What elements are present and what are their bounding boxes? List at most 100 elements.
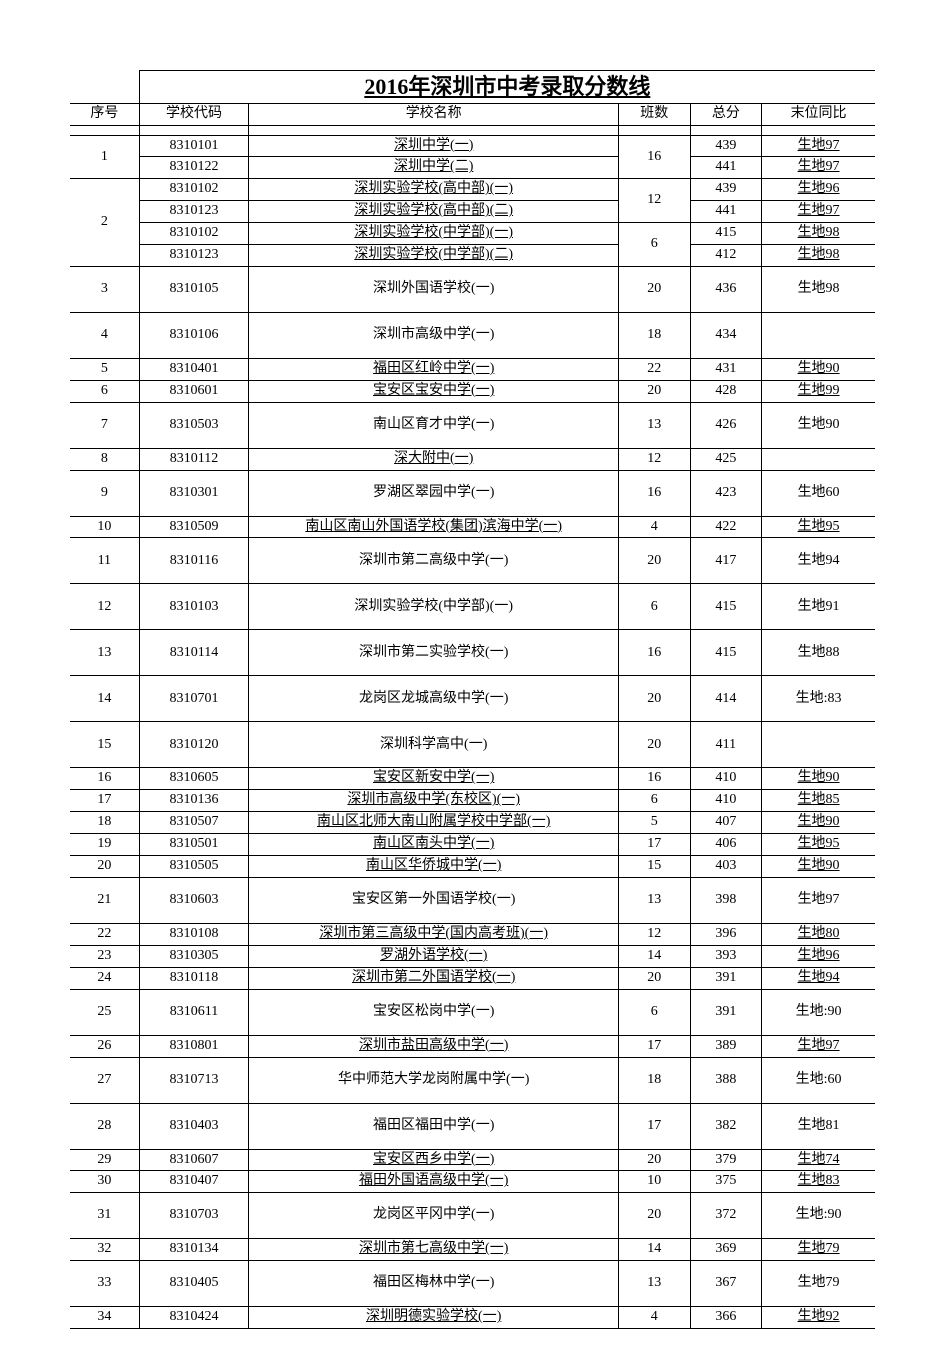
gap-cell	[70, 125, 139, 135]
cell-note: 生地:90	[762, 989, 875, 1035]
cell-score: 369	[690, 1239, 762, 1261]
cell-seq: 17	[70, 790, 139, 812]
cell-note: 生地99	[762, 380, 875, 402]
cell-score: 379	[690, 1149, 762, 1171]
table-row: 218310603宝安区第一外国语学校(一)13398生地97	[70, 877, 875, 923]
cell-class: 5	[619, 812, 691, 834]
cell-note: 生地90	[762, 812, 875, 834]
cell-score: 441	[690, 157, 762, 179]
cell-school-name: 深圳实验学校(中学部)(一)	[249, 584, 619, 630]
cell-seq: 34	[70, 1307, 139, 1329]
cell-score: 393	[690, 945, 762, 967]
cell-score: 406	[690, 834, 762, 856]
cell-class: 13	[619, 402, 691, 448]
cell-note	[762, 722, 875, 768]
cell-note: 生地97	[762, 135, 875, 157]
cell-score: 439	[690, 179, 762, 201]
cell-class: 22	[619, 358, 691, 380]
cell-note: 生地97	[762, 1035, 875, 1057]
cell-note: 生地92	[762, 1307, 875, 1329]
cell-score: 367	[690, 1261, 762, 1307]
cell-note	[762, 448, 875, 470]
cell-score: 436	[690, 266, 762, 312]
cell-seq: 27	[70, 1057, 139, 1103]
cell-score: 441	[690, 201, 762, 223]
cell-school-name: 深圳市盐田高级中学(一)	[249, 1035, 619, 1057]
cell-school-name: 深圳中学(二)	[249, 157, 619, 179]
cell-seq: 30	[70, 1171, 139, 1193]
cell-class: 16	[619, 470, 691, 516]
cell-note: 生地85	[762, 790, 875, 812]
col-header-class: 班数	[619, 103, 691, 125]
table-row: 8310102深圳实验学校(中学部)(一)6415生地98	[70, 223, 875, 245]
gap-cell	[619, 125, 691, 135]
cell-code: 8310120	[139, 722, 249, 768]
cell-class: 6	[619, 223, 691, 267]
cell-seq: 1	[70, 135, 139, 179]
cell-seq: 14	[70, 676, 139, 722]
cell-seq: 23	[70, 945, 139, 967]
cell-score: 398	[690, 877, 762, 923]
cell-code: 8310509	[139, 516, 249, 538]
table-row: 18310101深圳中学(一)16439生地97	[70, 135, 875, 157]
cell-code: 8310112	[139, 448, 249, 470]
cell-note: 生地80	[762, 923, 875, 945]
table-row: 序号学校代码学校名称班数总分末位同比	[70, 103, 875, 125]
cell-class: 12	[619, 179, 691, 223]
cell-note: 生地96	[762, 179, 875, 201]
cell-seq: 15	[70, 722, 139, 768]
cell-seq: 3	[70, 266, 139, 312]
cell-score: 389	[690, 1035, 762, 1057]
cell-code: 8310106	[139, 312, 249, 358]
cell-code: 8310505	[139, 856, 249, 878]
table-row: 128310103深圳实验学校(中学部)(一)6415生地91	[70, 584, 875, 630]
cell-code: 8310114	[139, 630, 249, 676]
cell-seq: 2	[70, 179, 139, 267]
table-row: 8310123深圳实验学校(高中部)(二)441生地97	[70, 201, 875, 223]
cell-school-name: 南山区南头中学(一)	[249, 834, 619, 856]
table-row: 188310507南山区北师大南山附属学校中学部(一)5407生地90	[70, 812, 875, 834]
cell-note: 生地91	[762, 584, 875, 630]
table-row: 108310509南山区南山外国语学校(集团)滨海中学(一)4422生地95	[70, 516, 875, 538]
cell-code: 8310305	[139, 945, 249, 967]
cell-note: 生地83	[762, 1171, 875, 1193]
cell-score: 410	[690, 768, 762, 790]
cell-seq: 10	[70, 516, 139, 538]
cell-code: 8310108	[139, 923, 249, 945]
cell-code: 8310607	[139, 1149, 249, 1171]
cell-school-name: 宝安区第一外国语学校(一)	[249, 877, 619, 923]
cell-seq: 26	[70, 1035, 139, 1057]
cell-seq: 16	[70, 768, 139, 790]
cell-seq: 18	[70, 812, 139, 834]
cell-score: 428	[690, 380, 762, 402]
cell-note: 生地79	[762, 1239, 875, 1261]
cell-code: 8310611	[139, 989, 249, 1035]
cell-class: 17	[619, 1035, 691, 1057]
cell-school-name: 福田区梅林中学(一)	[249, 1261, 619, 1307]
cell-school-name: 龙岗区平冈中学(一)	[249, 1193, 619, 1239]
table-row: 28310102深圳实验学校(高中部)(一)12439生地96	[70, 179, 875, 201]
cell-class: 6	[619, 790, 691, 812]
cell-seq: 22	[70, 923, 139, 945]
cell-score: 396	[690, 923, 762, 945]
cell-note	[762, 312, 875, 358]
table-row	[70, 125, 875, 135]
col-header-name: 学校名称	[249, 103, 619, 125]
gap-cell	[762, 125, 875, 135]
cell-note: 生地:83	[762, 676, 875, 722]
score-table: 2016年深圳市中考录取分数线序号学校代码学校名称班数总分末位同比1831010…	[70, 70, 875, 1329]
table-row: 8310123深圳实验学校(中学部)(二)412生地98	[70, 245, 875, 267]
cell-score: 366	[690, 1307, 762, 1329]
cell-score: 415	[690, 630, 762, 676]
table-row: 118310116深圳市第二高级中学(一)20417生地94	[70, 538, 875, 584]
cell-school-name: 深圳市第二高级中学(一)	[249, 538, 619, 584]
table-row: 68310601宝安区宝安中学(一)20428生地99	[70, 380, 875, 402]
cell-note: 生地79	[762, 1261, 875, 1307]
cell-class: 16	[619, 135, 691, 179]
col-header-code: 学校代码	[139, 103, 249, 125]
table-row: 228310108深圳市第三高级中学(国内高考班)(一)12396生地80	[70, 923, 875, 945]
table-row: 148310701龙岗区龙城高级中学(一)20414生地:83	[70, 676, 875, 722]
cell-school-name: 深圳中学(一)	[249, 135, 619, 157]
cell-seq: 6	[70, 380, 139, 402]
cell-school-name: 南山区育才中学(一)	[249, 402, 619, 448]
